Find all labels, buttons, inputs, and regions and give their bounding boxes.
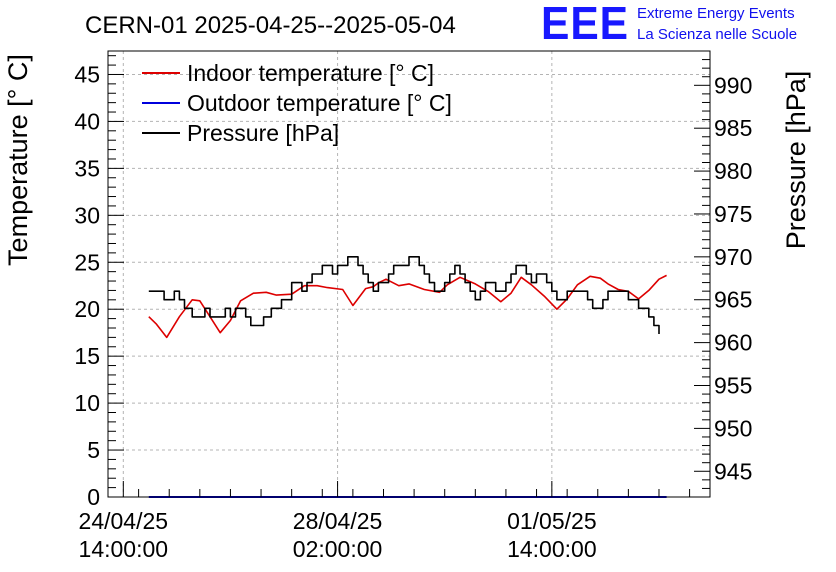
y-tick-label-right: 985 [714, 115, 752, 141]
y-tick-label-right: 970 [714, 244, 752, 270]
y-tick-label-left: 20 [74, 296, 100, 322]
y-tick-label-right: 975 [714, 201, 752, 227]
y-tick-label-right: 955 [714, 373, 752, 399]
grid [108, 51, 710, 497]
y-tick-label-right: 965 [714, 287, 752, 313]
y-tick-label-left: 35 [74, 155, 100, 181]
y-tick-label-right: 950 [714, 415, 752, 441]
chart-title: CERN-01 2025-04-25--2025-05-04 [85, 12, 456, 39]
eee-logo: EEE Extreme Energy Events La Scienza nel… [541, 0, 797, 49]
y-tick-label-left: 25 [74, 249, 100, 275]
y-tick-label-left: 0 [87, 484, 100, 510]
y-axis-left-label: Temperature [° C] [3, 54, 33, 266]
y-tick-label-left: 30 [74, 202, 100, 228]
y-tick-label-left: 15 [74, 343, 100, 369]
y-tick-label-left: 5 [87, 437, 100, 463]
series-line-3 [148, 256, 660, 334]
y-tick-label-left: 45 [74, 61, 100, 87]
axes: 0 5 10 15 20 25 30 35 40 45 945 950 955 960 965 970 975 9… [74, 50, 752, 562]
y-axis-right-label: Pressure [hPa] [781, 71, 811, 250]
x-tick-label-time: 02:00:00 [293, 536, 383, 562]
y-tick-label-right: 990 [714, 72, 752, 98]
y-tick-label-left: 40 [74, 108, 100, 134]
plot-frame [107, 50, 711, 498]
y-tick-label-right: 960 [714, 330, 752, 356]
x-tick-label-date: 24/04/25 [79, 508, 169, 534]
x-tick-label-date: 28/04/25 [293, 508, 383, 534]
brand-line-1: Extreme Energy Events [637, 5, 795, 22]
x-tick-label-time: 14:00:00 [507, 536, 597, 562]
y-tick-label-left: 10 [74, 390, 100, 416]
legend: Indoor temperature [° C] Outdoor temperat… [142, 60, 452, 146]
series-line-1 [148, 274, 667, 339]
legend-label-1: Indoor temperature [° C] [187, 60, 434, 86]
legend-label-3: Pressure [hPa] [187, 120, 339, 146]
y-tick-label-right: 945 [714, 458, 752, 484]
x-tick-label-time: 14:00:00 [79, 536, 169, 562]
legend-label-2: Outdoor temperature [° C] [187, 90, 452, 116]
eee-logo-mark: EEE [541, 0, 629, 49]
brand-line-2: La Scienza nelle Scuole [637, 26, 797, 43]
y-tick-label-right: 980 [714, 158, 752, 184]
plot-area [148, 256, 667, 498]
x-tick-label-date: 01/05/25 [507, 508, 597, 534]
